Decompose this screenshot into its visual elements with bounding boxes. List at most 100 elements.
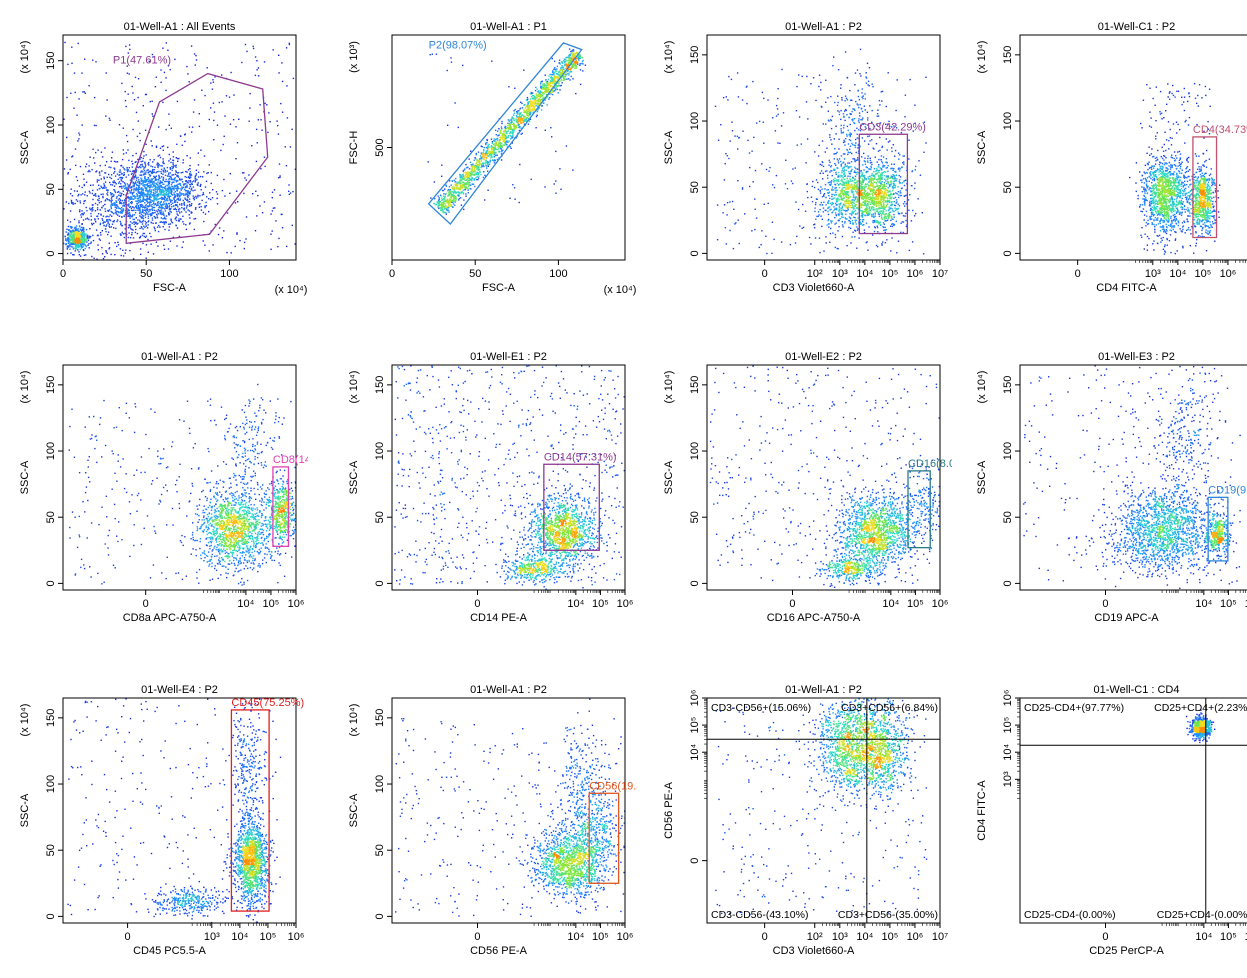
event-point: [105, 250, 107, 252]
event-point: [565, 57, 567, 59]
event-point: [178, 183, 181, 185]
event-point: [476, 159, 479, 161]
event-point: [468, 174, 470, 176]
event-point: [88, 169, 90, 172]
event-point: [71, 195, 74, 197]
event-point: [571, 56, 573, 58]
event-point: [121, 283, 122, 284]
event-point: [135, 188, 137, 190]
event-point: [106, 99, 108, 101]
event-point: [457, 181, 459, 183]
event-point: [466, 173, 468, 175]
event-point: [82, 241, 84, 243]
event-point: [78, 243, 80, 245]
event-point: [462, 175, 464, 177]
event-point: [481, 164, 483, 166]
event-point: [67, 237, 69, 239]
event-point: [141, 189, 143, 191]
event-point: [501, 146, 503, 148]
event-point: [551, 79, 553, 81]
event-point: [124, 228, 126, 230]
event-point: [550, 82, 552, 84]
event-point: [446, 69, 448, 72]
event-point: [140, 192, 142, 194]
event-point: [571, 55, 574, 57]
event-point: [129, 214, 131, 216]
event-point: [468, 177, 471, 180]
event-point: [543, 93, 545, 95]
event-point: [158, 177, 160, 179]
event-point: [162, 145, 165, 147]
event-point: [183, 194, 185, 197]
event-point: [449, 193, 452, 195]
event-point: [452, 192, 455, 194]
event-point: [505, 135, 507, 137]
event-point: [89, 237, 91, 239]
event-point: [139, 195, 141, 197]
event-point: [456, 186, 458, 189]
event-point: [90, 212, 92, 215]
event-point: [261, 212, 264, 214]
event-point: [85, 245, 88, 248]
event-point: [139, 207, 141, 209]
event-point: [189, 157, 191, 159]
event-point: [513, 129, 515, 131]
event-point: [479, 157, 481, 160]
event-point: [452, 203, 455, 205]
event-point: [551, 81, 553, 83]
event-point: [143, 212, 145, 214]
event-point: [143, 193, 146, 195]
event-point: [91, 204, 94, 206]
event-point: [99, 209, 101, 211]
event-point: [172, 179, 174, 181]
event-point: [221, 189, 224, 192]
event-point: [467, 181, 469, 183]
event-point: [144, 180, 147, 183]
event-point: [178, 210, 180, 212]
event-point: [67, 233, 69, 236]
event-point: [204, 205, 206, 207]
event-point: [514, 87, 516, 89]
event-point: [105, 230, 107, 233]
event-point: [563, 61, 566, 63]
event-point: [284, 146, 286, 148]
event-point: [489, 151, 491, 153]
event-point: [559, 63, 561, 65]
event-point: [138, 207, 140, 210]
event-point: [183, 183, 185, 186]
event-point: [842, 226, 844, 228]
event-point: [164, 197, 166, 199]
event-point: [100, 193, 102, 196]
event-point: [210, 107, 212, 109]
event-point: [172, 167, 174, 169]
event-point: [156, 190, 158, 192]
event-point: [92, 239, 95, 242]
event-point: [118, 194, 120, 196]
event-point: [72, 202, 74, 204]
event-point: [95, 61, 97, 63]
event-point: [122, 127, 124, 129]
event-point: [153, 202, 155, 204]
event-point: [538, 107, 540, 109]
event-point: [182, 215, 184, 217]
event-point: [156, 186, 159, 189]
event-point: [146, 199, 149, 201]
event-point: [140, 204, 142, 207]
event-point: [544, 91, 546, 94]
event-point: [158, 174, 160, 177]
event-point: [96, 179, 99, 181]
event-point: [79, 241, 81, 243]
event-point: [101, 273, 102, 274]
event-point: [537, 93, 540, 95]
event-point: [505, 132, 507, 134]
event-point: [447, 203, 450, 205]
event-point: [216, 197, 218, 200]
event-point: [522, 115, 525, 117]
event-point: [160, 181, 163, 183]
event-point: [845, 199, 848, 201]
event-point: [42, 208, 43, 209]
event-point: [69, 243, 72, 246]
event-point: [158, 188, 160, 190]
event-point: [480, 160, 482, 162]
event-point: [462, 170, 464, 172]
